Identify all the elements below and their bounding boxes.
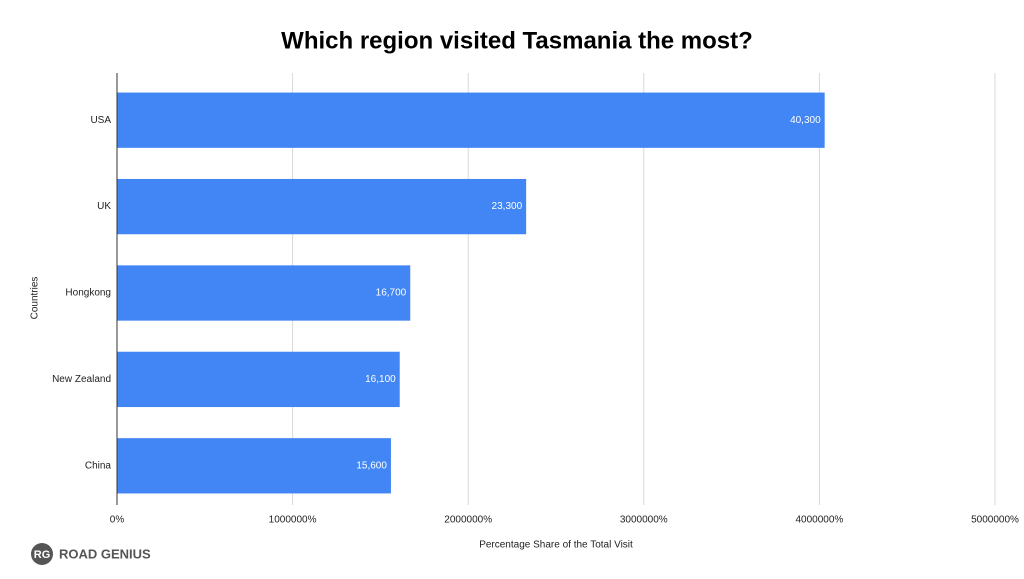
bar: [117, 438, 391, 494]
bar: [117, 178, 527, 235]
value-label: 40,300: [790, 115, 821, 126]
x-tick-label: 1000000%: [269, 515, 317, 526]
logo-badge-bg: [31, 543, 53, 565]
x-tick-label: 4000000%: [795, 515, 843, 526]
bar: [117, 351, 400, 408]
chart-title: Which region visited Tasmania the most?: [281, 27, 753, 54]
bar: [117, 92, 825, 148]
y-tick-label: USA: [90, 115, 111, 126]
y-tick-label: Hongkong: [65, 288, 111, 299]
x-tick-label: 5000000%: [971, 515, 1019, 526]
logo-badge: RG: [34, 549, 51, 561]
x-tick-label: 3000000%: [620, 515, 668, 526]
logo-text: ROAD GENIUS: [59, 546, 151, 561]
bar: [117, 265, 411, 321]
value-label: 16,100: [365, 374, 396, 385]
x-tick-label: 2000000%: [444, 515, 492, 526]
logo: RG ROAD GENIUS: [31, 543, 151, 565]
y-tick-label: UK: [97, 201, 111, 212]
x-axis-title: Percentage Share of the Total Visit: [479, 540, 633, 551]
y-tick-label: China: [85, 460, 112, 471]
y-axis-title: Countries: [30, 277, 41, 320]
x-tick-label: 0%: [110, 515, 125, 526]
value-label: 16,700: [376, 288, 407, 299]
y-tick-label: New Zealand: [52, 374, 111, 385]
value-label: 15,600: [356, 460, 387, 471]
value-label: 23,300: [492, 201, 523, 212]
